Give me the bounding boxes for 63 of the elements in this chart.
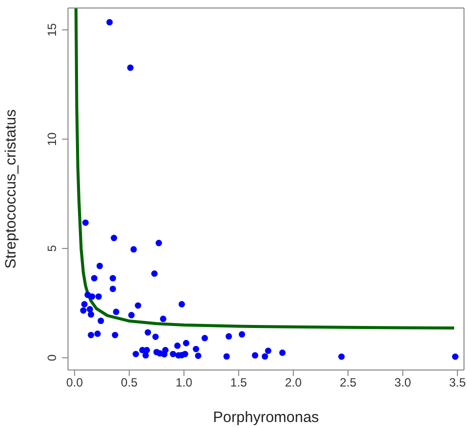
point <box>82 219 89 226</box>
point <box>128 312 135 318</box>
x-tick-label: 1.0 <box>176 376 193 390</box>
point <box>170 350 176 358</box>
point <box>252 352 258 359</box>
y-tick-label: 15 <box>45 22 59 37</box>
y-tick-label: 5 <box>45 244 59 252</box>
x-tick-label: 2.0 <box>285 376 302 390</box>
point <box>156 240 162 246</box>
point <box>264 348 272 354</box>
x-tick-label: 0.0 <box>66 376 84 390</box>
point <box>182 350 188 358</box>
point <box>132 350 140 358</box>
point <box>88 332 94 338</box>
y-tick-label: 0 <box>45 354 59 362</box>
point <box>452 353 458 360</box>
point <box>144 329 152 336</box>
point <box>174 342 181 349</box>
point <box>152 334 159 340</box>
point <box>81 301 88 308</box>
x-axis-title: Porphyromonas <box>213 409 319 426</box>
x-tick-label: 1.5 <box>230 376 248 390</box>
x-tick-label: 0.5 <box>120 376 138 390</box>
y-axis-title: Streptococcus_cristatus <box>2 109 20 269</box>
point <box>106 19 113 26</box>
point <box>112 308 120 316</box>
point <box>130 246 137 253</box>
x-tick-label: 3.0 <box>394 376 412 390</box>
point <box>88 311 94 318</box>
point <box>144 346 150 354</box>
point <box>192 346 200 352</box>
point <box>151 270 158 277</box>
line-series <box>74 8 456 330</box>
point <box>98 318 104 324</box>
point <box>86 306 94 312</box>
point <box>226 333 232 340</box>
point <box>95 293 102 300</box>
point <box>160 316 166 322</box>
point <box>110 286 116 292</box>
point <box>127 64 134 71</box>
point <box>96 262 103 270</box>
point <box>112 332 118 338</box>
point <box>94 330 101 337</box>
point <box>262 353 268 360</box>
x-tick-label: 3.5 <box>449 376 466 390</box>
point <box>110 234 118 242</box>
point <box>338 353 345 360</box>
point <box>161 351 168 358</box>
point <box>223 353 230 360</box>
point <box>80 307 87 314</box>
point <box>142 352 149 359</box>
point <box>202 334 208 342</box>
y-tick-label: 10 <box>45 132 59 146</box>
x-tick-label: 2.5 <box>340 376 357 390</box>
point <box>110 274 116 282</box>
point <box>194 352 202 359</box>
point <box>178 301 185 308</box>
point <box>238 331 246 338</box>
point <box>134 302 142 309</box>
point <box>182 340 190 346</box>
point <box>279 350 286 356</box>
point <box>91 274 98 282</box>
point <box>88 293 96 300</box>
